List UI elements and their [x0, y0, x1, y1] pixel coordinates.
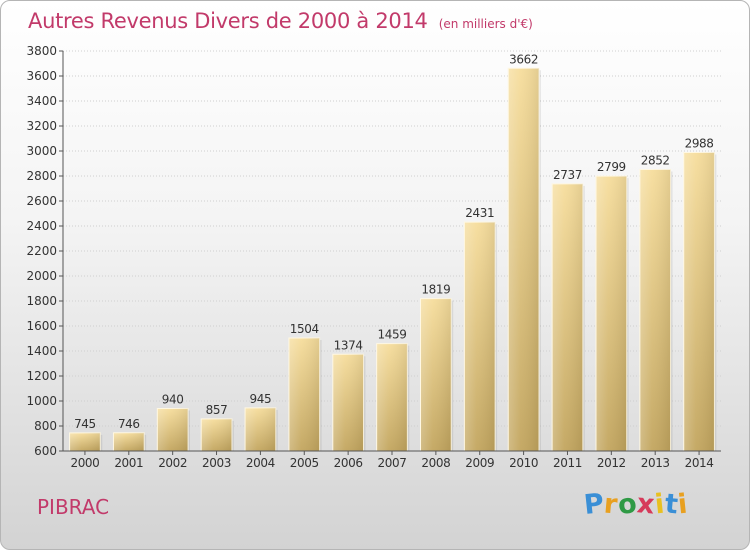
y-tick-label: 2600 [26, 194, 57, 208]
y-tick-label: 1200 [26, 369, 57, 383]
value-label: 745 [74, 417, 96, 431]
y-tick-label: 3600 [26, 69, 57, 83]
value-label: 940 [162, 393, 184, 407]
bar-shine [595, 176, 627, 451]
value-label: 2852 [641, 154, 670, 168]
y-tick-label: 800 [34, 419, 57, 433]
city-name: PIBRAC [37, 495, 110, 519]
y-tick-label: 1400 [26, 344, 57, 358]
brand-letter: i [676, 488, 690, 521]
y-tick-label: 3400 [26, 94, 57, 108]
bar-shine [464, 222, 496, 451]
value-label: 746 [118, 417, 140, 431]
bar-shine [639, 169, 671, 451]
bar-shine [332, 354, 364, 451]
x-tick-label: 2011 [553, 456, 582, 470]
value-label: 945 [250, 392, 272, 406]
y-tick-label: 2400 [26, 219, 57, 233]
y-tick-label: 2800 [26, 169, 57, 183]
bar-shine [113, 432, 145, 451]
y-tick-label: 2000 [26, 269, 57, 283]
y-tick-label: 3000 [26, 144, 57, 158]
value-label: 2737 [553, 168, 582, 182]
bar-shine [552, 183, 583, 451]
x-tick-label: 2008 [421, 456, 450, 470]
brand-logo: Proxiti [582, 488, 690, 521]
x-tick-label: 2006 [334, 456, 363, 470]
x-tick-label: 2004 [246, 456, 275, 470]
x-tick-label: 2007 [378, 456, 407, 470]
y-tick-label: 2200 [26, 244, 57, 258]
value-label: 1504 [290, 322, 319, 336]
bar-shine [69, 432, 101, 451]
y-tick-label: 1000 [26, 394, 57, 408]
y-tick-label: 3800 [26, 44, 57, 58]
x-tick-label: 2014 [685, 456, 714, 470]
bar-shine [157, 408, 189, 451]
bar-shine [288, 338, 320, 451]
axis-layer: 600 800 1000 1200 1400 1600 1800 2000 2200 2400 26… [26, 44, 721, 470]
value-label: 3662 [509, 52, 538, 66]
chart-title: Autres Revenus Divers de 2000 à 2014 [28, 9, 428, 33]
bar-shine [201, 418, 232, 451]
chart-unit: (en milliers d'€) [438, 17, 533, 31]
value-label: 2431 [465, 206, 494, 220]
value-label: 1819 [421, 283, 450, 297]
value-label: 2799 [597, 160, 626, 174]
title-row: Autres Revenus Divers de 2000 à 2014 (en… [28, 9, 533, 33]
x-tick-label: 2009 [465, 456, 494, 470]
y-tick-label: 3200 [26, 119, 57, 133]
value-label: 1374 [334, 338, 363, 352]
y-tick-label: 600 [34, 444, 57, 458]
value-label: 2988 [685, 137, 714, 151]
value-label: 857 [206, 403, 228, 417]
x-tick-label: 2012 [597, 456, 626, 470]
x-tick-label: 2002 [158, 456, 187, 470]
bar-shine [245, 407, 276, 451]
bars-layer [69, 67, 717, 452]
x-tick-label: 2001 [114, 456, 143, 470]
y-tick-label: 1800 [26, 294, 57, 308]
x-tick-label: 2005 [290, 456, 319, 470]
bar-shine [420, 298, 452, 451]
label-layer: 745 746 940 857 945 1504 1374 1459 1819 2431 3662 2… [74, 52, 714, 431]
bar-shine [683, 152, 715, 451]
bar-shine [508, 68, 539, 451]
x-tick-label: 2013 [641, 456, 670, 470]
x-tick-label: 2003 [202, 456, 231, 470]
x-tick-label: 2000 [70, 456, 99, 470]
x-tick-label: 2010 [509, 456, 538, 470]
y-tick-label: 1600 [26, 319, 57, 333]
value-label: 1459 [378, 328, 407, 342]
bar-shine [376, 343, 408, 451]
